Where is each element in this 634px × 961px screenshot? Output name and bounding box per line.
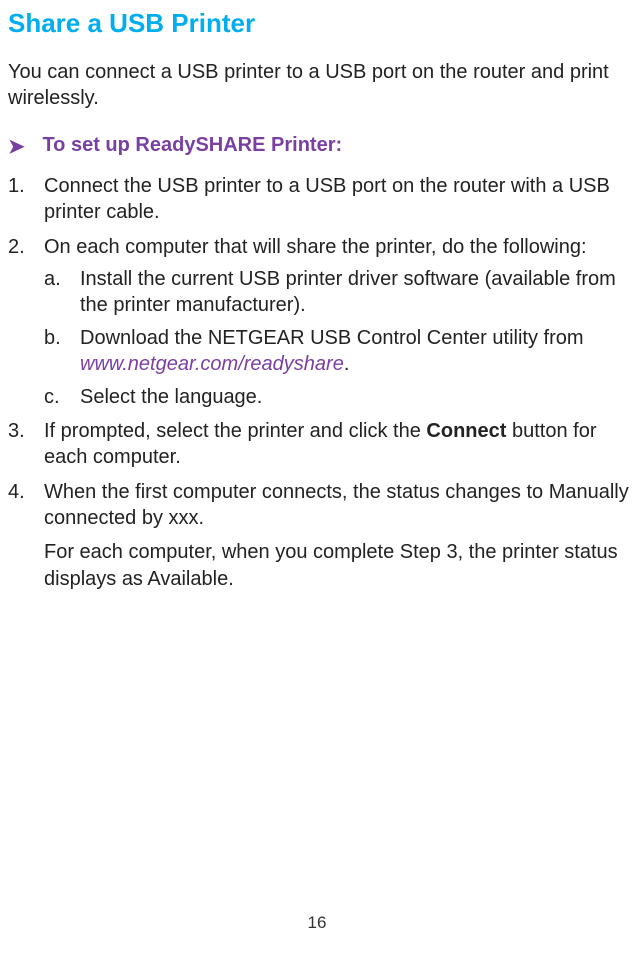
step-2b-pre: Download the NETGEAR USB Control Center … xyxy=(80,327,584,349)
step-1-text: Connect the USB printer to a USB port on… xyxy=(44,175,610,223)
step-3: If prompted, select the printer and clic… xyxy=(8,418,630,471)
step-2b-post: . xyxy=(344,353,350,375)
page-number: 16 xyxy=(0,913,634,933)
step-4: When the first computer connects, the st… xyxy=(8,479,630,532)
procedure-heading: To set up ReadySHARE Printer: xyxy=(42,134,342,156)
connect-button-label: Connect xyxy=(426,420,506,442)
trailing-paragraph: For each computer, when you complete Ste… xyxy=(8,539,630,593)
page-title: Share a USB Printer xyxy=(8,8,630,39)
arrow-icon: ➤ xyxy=(8,134,38,159)
step-2-sublist: Install the current USB printer driver s… xyxy=(44,266,630,410)
step-list: Connect the USB printer to a USB port on… xyxy=(8,173,630,532)
step-2c: Select the language. xyxy=(44,384,630,410)
intro-paragraph: You can connect a USB printer to a USB p… xyxy=(8,59,630,112)
step-2: On each computer that will share the pri… xyxy=(8,234,630,410)
step-2b: Download the NETGEAR USB Control Center … xyxy=(44,325,630,378)
step-1: Connect the USB printer to a USB port on… xyxy=(8,173,630,226)
step-2a: Install the current USB printer driver s… xyxy=(44,266,630,319)
step-2c-text: Select the language. xyxy=(80,386,262,408)
step-2a-text: Install the current USB printer driver s… xyxy=(80,268,616,316)
procedure-heading-line: ➤ To set up ReadySHARE Printer: xyxy=(8,134,630,159)
step-2-text: On each computer that will share the pri… xyxy=(44,236,587,258)
readyshare-link[interactable]: www.netgear.com/readyshare xyxy=(80,353,344,375)
step-3-pre: If prompted, select the printer and clic… xyxy=(44,420,426,442)
step-4-text: When the first computer connects, the st… xyxy=(44,481,629,529)
